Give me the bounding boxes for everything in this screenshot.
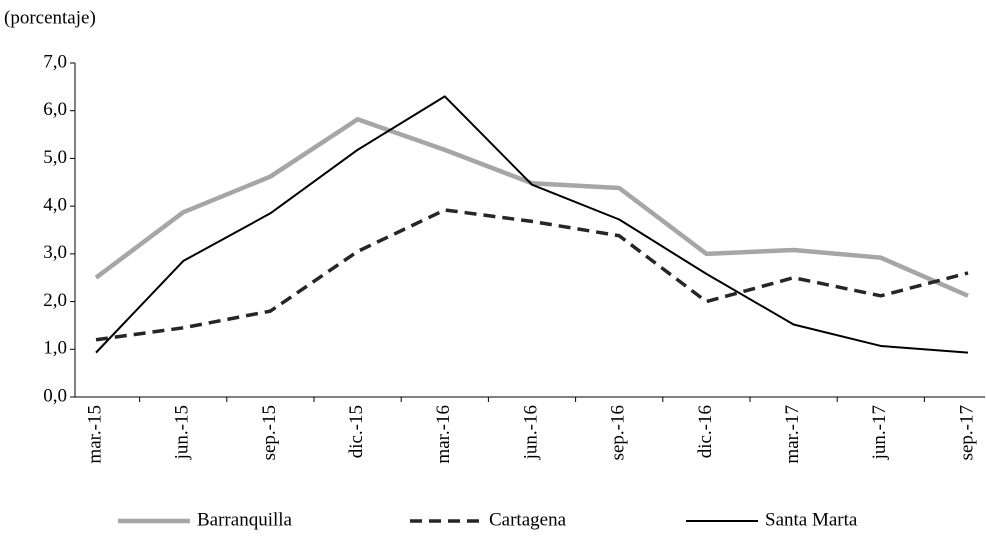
series-line	[95, 208, 969, 342]
y-tick-label: 1,0	[43, 338, 67, 359]
x-tick-label: sep.-17	[956, 405, 977, 460]
x-tick-label: jun.-15	[172, 405, 193, 460]
y-tick-label: 0,0	[43, 385, 67, 406]
series-line	[94, 117, 969, 298]
y-tick-label: 3,0	[43, 242, 67, 263]
y-tick-label: 7,0	[43, 51, 67, 72]
y-tick-label: 5,0	[43, 147, 67, 168]
y-axis-label: (porcentaje)	[4, 7, 96, 28]
legend-label: Cartagena	[489, 509, 567, 530]
x-tick-label: sep.-16	[608, 405, 629, 460]
x-tick-label: sep.-15	[259, 405, 280, 460]
x-tick-label: mar.-17	[782, 405, 803, 464]
y-tick-label: 4,0	[43, 195, 67, 216]
x-tick-label: mar.-15	[84, 405, 105, 464]
x-tick-label: dic.-16	[695, 405, 716, 458]
x-tick-label: mar.-16	[433, 405, 454, 464]
y-tick-label: 2,0	[43, 290, 67, 311]
x-tick-label: jun.-17	[869, 405, 890, 460]
legend-label: Barranquilla	[197, 509, 293, 530]
x-tick-label: dic.-15	[346, 405, 367, 458]
series-line	[95, 95, 969, 354]
legend-label: Santa Marta	[765, 509, 858, 530]
x-tick-label: jun.-16	[520, 405, 541, 460]
y-tick-label: 6,0	[43, 99, 67, 120]
